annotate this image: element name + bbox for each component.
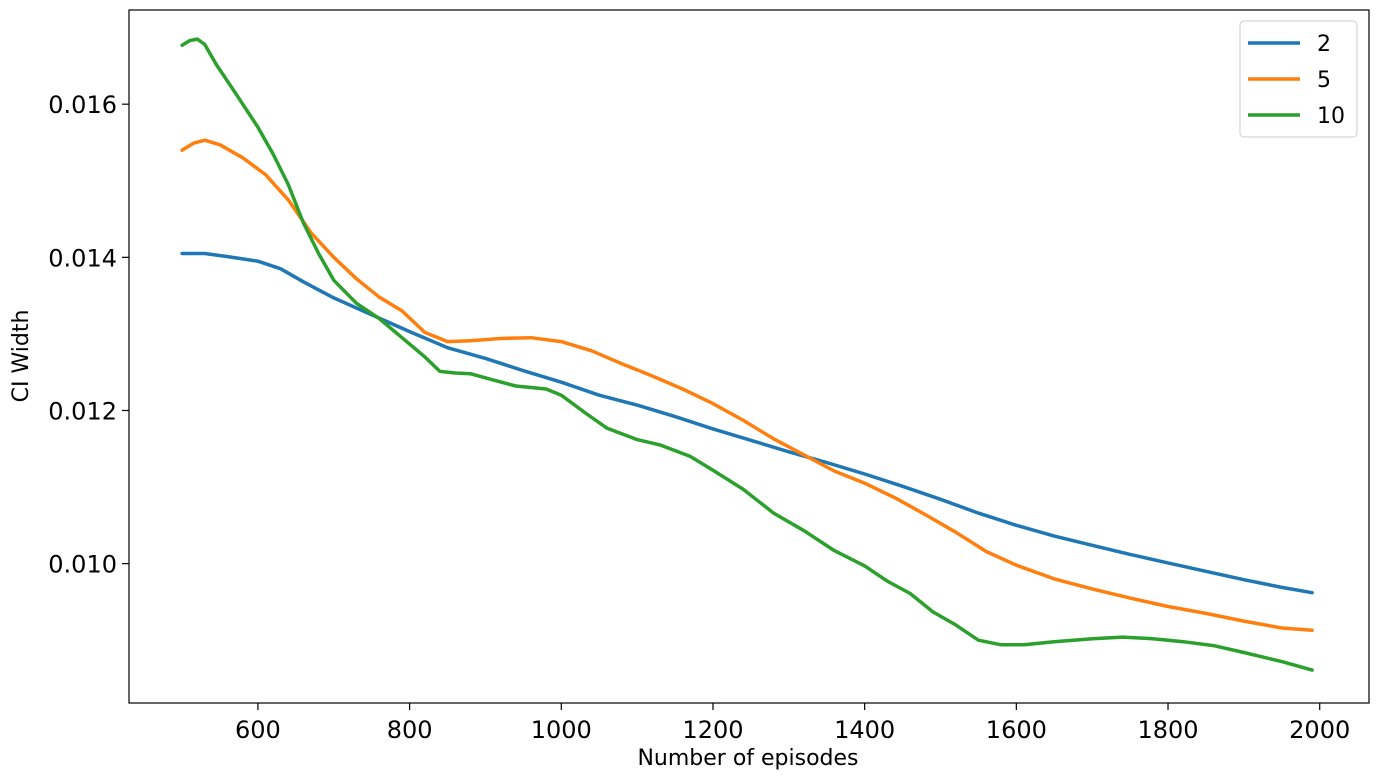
x-tick-label: 1000: [531, 716, 592, 744]
plot-area: [128, 9, 1370, 704]
y-axis-label: CI Width: [9, 310, 34, 403]
legend: 2 5 10: [1239, 20, 1358, 138]
legend-label-5: 5: [1317, 68, 1331, 93]
legend-label-10: 10: [1317, 104, 1345, 129]
series-layer: [180, 37, 1314, 672]
x-tick-label: 600: [235, 716, 281, 744]
series-line-10: [180, 37, 1314, 672]
legend-label-2: 2: [1317, 32, 1331, 57]
x-tick-label: 800: [387, 716, 433, 744]
x-axis-label: Number of episodes: [637, 746, 858, 771]
x-tick-label: 1200: [682, 716, 743, 744]
y-tick-label: 0.016: [48, 91, 117, 119]
y-axis: 0.010 0.012 0.014 0.016: [48, 91, 129, 579]
x-axis: 600 800 1000 1200 1400 1600 1800 2000: [235, 703, 1350, 744]
y-tick-label: 0.012: [48, 397, 117, 425]
x-tick-label: 1400: [834, 716, 895, 744]
series-line-2: [180, 251, 1314, 595]
x-tick-label: 2000: [1289, 716, 1350, 744]
x-tick-label: 1800: [1137, 716, 1198, 744]
x-tick-label: 1600: [986, 716, 1047, 744]
y-tick-label: 0.014: [48, 244, 117, 272]
y-tick-label: 0.010: [48, 551, 117, 579]
